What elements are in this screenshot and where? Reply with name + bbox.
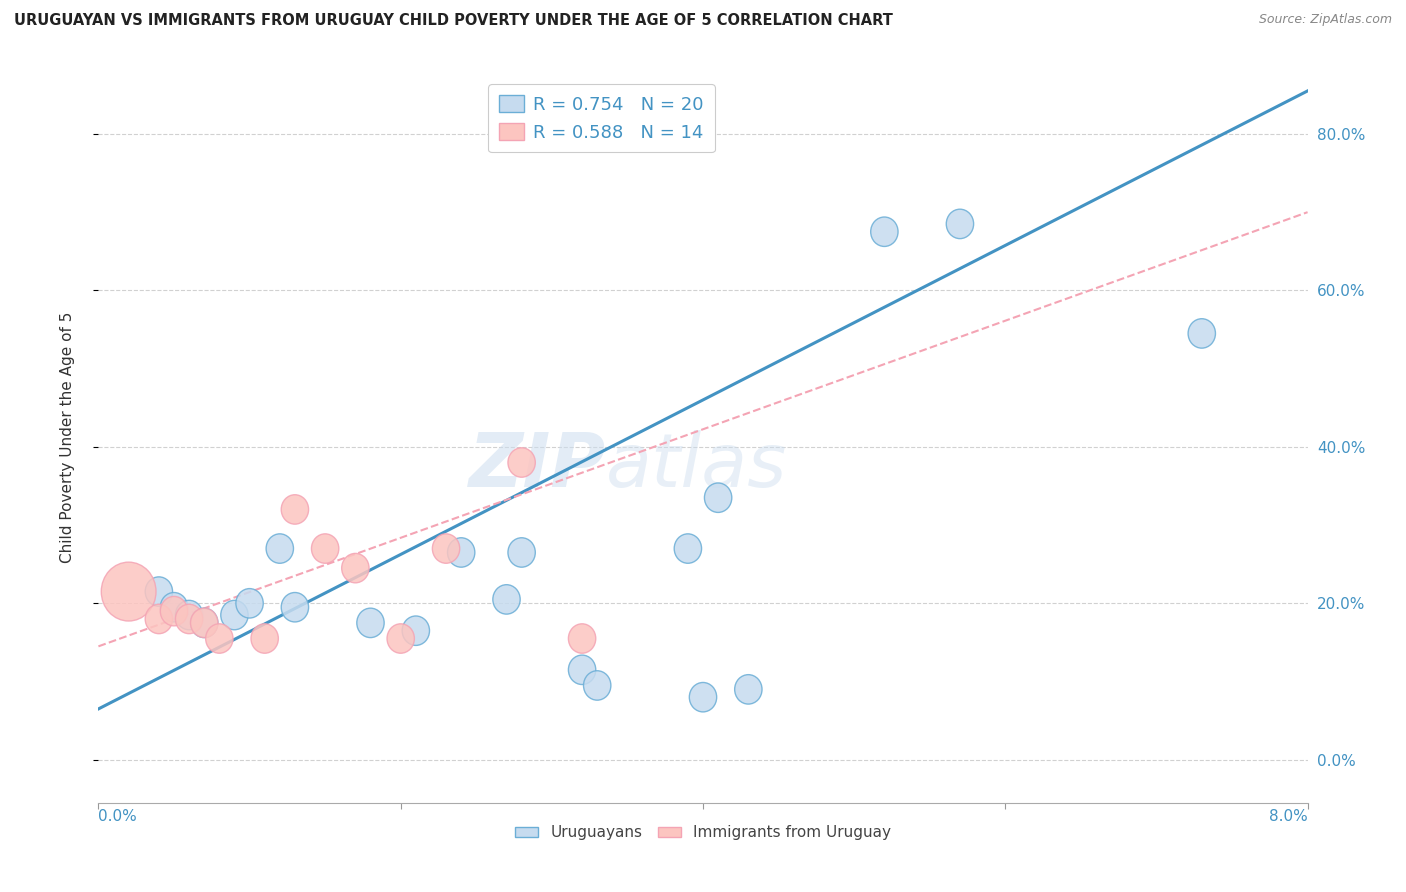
Text: ZIP: ZIP [470,430,606,503]
Ellipse shape [176,604,202,633]
Ellipse shape [191,608,218,638]
Ellipse shape [402,616,429,646]
Ellipse shape [101,562,156,621]
Ellipse shape [312,533,339,563]
Ellipse shape [508,448,536,477]
Ellipse shape [281,495,308,524]
Ellipse shape [176,600,202,630]
Text: URUGUAYAN VS IMMIGRANTS FROM URUGUAY CHILD POVERTY UNDER THE AGE OF 5 CORRELATIO: URUGUAYAN VS IMMIGRANTS FROM URUGUAY CHI… [14,13,893,29]
Ellipse shape [387,624,415,653]
Text: atlas: atlas [606,430,787,502]
Ellipse shape [221,600,247,630]
Ellipse shape [433,533,460,563]
Ellipse shape [946,210,973,239]
Ellipse shape [1188,318,1215,348]
Ellipse shape [735,674,762,704]
Ellipse shape [145,604,173,633]
Legend: Uruguayans, Immigrants from Uruguay: Uruguayans, Immigrants from Uruguay [509,819,897,847]
Text: Source: ZipAtlas.com: Source: ZipAtlas.com [1258,13,1392,27]
Ellipse shape [357,608,384,638]
Ellipse shape [870,217,898,246]
Ellipse shape [160,592,187,622]
Ellipse shape [568,624,596,653]
Y-axis label: Child Poverty Under the Age of 5: Child Poverty Under the Age of 5 [60,311,75,563]
Text: 8.0%: 8.0% [1268,809,1308,824]
Ellipse shape [145,577,173,607]
Ellipse shape [266,533,294,563]
Ellipse shape [583,671,610,700]
Text: 0.0%: 0.0% [98,809,138,824]
Ellipse shape [236,589,263,618]
Ellipse shape [689,682,717,712]
Ellipse shape [508,538,536,567]
Ellipse shape [252,624,278,653]
Ellipse shape [160,597,187,626]
Ellipse shape [281,592,308,622]
Ellipse shape [568,655,596,684]
Ellipse shape [447,538,475,567]
Ellipse shape [205,624,233,653]
Ellipse shape [675,533,702,563]
Ellipse shape [494,584,520,614]
Ellipse shape [191,608,218,638]
Ellipse shape [704,483,731,512]
Ellipse shape [342,553,368,582]
